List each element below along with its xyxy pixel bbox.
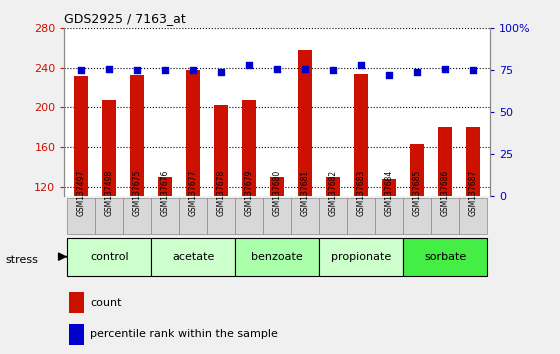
- Bar: [214, 105, 228, 196]
- Bar: [74, 76, 88, 196]
- Text: GSM137676: GSM137676: [161, 170, 170, 216]
- Text: GSM137685: GSM137685: [413, 170, 422, 216]
- Point: [273, 66, 282, 72]
- FancyBboxPatch shape: [235, 238, 319, 276]
- Text: GSM137498: GSM137498: [105, 170, 114, 216]
- Text: count: count: [90, 298, 122, 308]
- FancyBboxPatch shape: [95, 198, 123, 234]
- Bar: [382, 179, 396, 196]
- Bar: [410, 144, 424, 196]
- Bar: [69, 292, 83, 314]
- Point: [301, 66, 310, 72]
- Text: GSM137675: GSM137675: [133, 170, 142, 216]
- Bar: [326, 177, 340, 196]
- FancyBboxPatch shape: [235, 198, 263, 234]
- Text: GSM137686: GSM137686: [441, 170, 450, 216]
- FancyBboxPatch shape: [67, 238, 151, 276]
- Bar: [69, 324, 83, 345]
- Point: [441, 66, 450, 72]
- Bar: [130, 75, 144, 196]
- FancyBboxPatch shape: [291, 198, 319, 234]
- Text: GSM137677: GSM137677: [189, 170, 198, 216]
- FancyBboxPatch shape: [123, 198, 151, 234]
- FancyBboxPatch shape: [319, 238, 403, 276]
- Point: [161, 68, 170, 73]
- Text: GSM137682: GSM137682: [329, 170, 338, 216]
- Bar: [466, 127, 480, 196]
- FancyBboxPatch shape: [375, 198, 403, 234]
- Text: GSM137684: GSM137684: [385, 170, 394, 216]
- FancyBboxPatch shape: [319, 198, 347, 234]
- FancyBboxPatch shape: [179, 198, 207, 234]
- Bar: [102, 99, 116, 196]
- Point: [329, 68, 338, 73]
- Bar: [270, 177, 284, 196]
- Text: GSM137678: GSM137678: [217, 170, 226, 216]
- Text: GSM137683: GSM137683: [357, 170, 366, 216]
- Bar: [298, 50, 312, 196]
- FancyBboxPatch shape: [347, 198, 375, 234]
- Text: stress: stress: [6, 255, 39, 265]
- Bar: [438, 127, 452, 196]
- FancyBboxPatch shape: [151, 198, 179, 234]
- Point: [245, 63, 254, 68]
- Text: sorbate: sorbate: [424, 252, 466, 262]
- Text: percentile rank within the sample: percentile rank within the sample: [90, 329, 278, 339]
- Text: GSM137679: GSM137679: [245, 170, 254, 216]
- FancyBboxPatch shape: [431, 198, 459, 234]
- Point: [385, 73, 394, 78]
- Text: control: control: [90, 252, 128, 262]
- Bar: [186, 70, 200, 196]
- Point: [413, 69, 422, 75]
- Text: GDS2925 / 7163_at: GDS2925 / 7163_at: [64, 12, 186, 25]
- Text: GSM137680: GSM137680: [273, 170, 282, 216]
- Bar: [242, 99, 256, 196]
- FancyBboxPatch shape: [459, 198, 487, 234]
- Point: [217, 69, 226, 75]
- Point: [469, 68, 478, 73]
- FancyBboxPatch shape: [151, 238, 235, 276]
- Point: [77, 68, 86, 73]
- Text: GSM137681: GSM137681: [301, 170, 310, 216]
- Text: benzoate: benzoate: [251, 252, 303, 262]
- Point: [105, 66, 114, 72]
- FancyBboxPatch shape: [67, 198, 95, 234]
- FancyBboxPatch shape: [263, 198, 291, 234]
- Point: [357, 63, 366, 68]
- Bar: [158, 177, 172, 196]
- Text: GSM137497: GSM137497: [77, 170, 86, 216]
- Text: propionate: propionate: [331, 252, 391, 262]
- FancyBboxPatch shape: [403, 198, 431, 234]
- FancyBboxPatch shape: [403, 238, 487, 276]
- Bar: [354, 74, 368, 196]
- Point: [133, 68, 142, 73]
- Text: GSM137687: GSM137687: [469, 170, 478, 216]
- FancyBboxPatch shape: [207, 198, 235, 234]
- Point: [189, 68, 198, 73]
- Text: acetate: acetate: [172, 252, 214, 262]
